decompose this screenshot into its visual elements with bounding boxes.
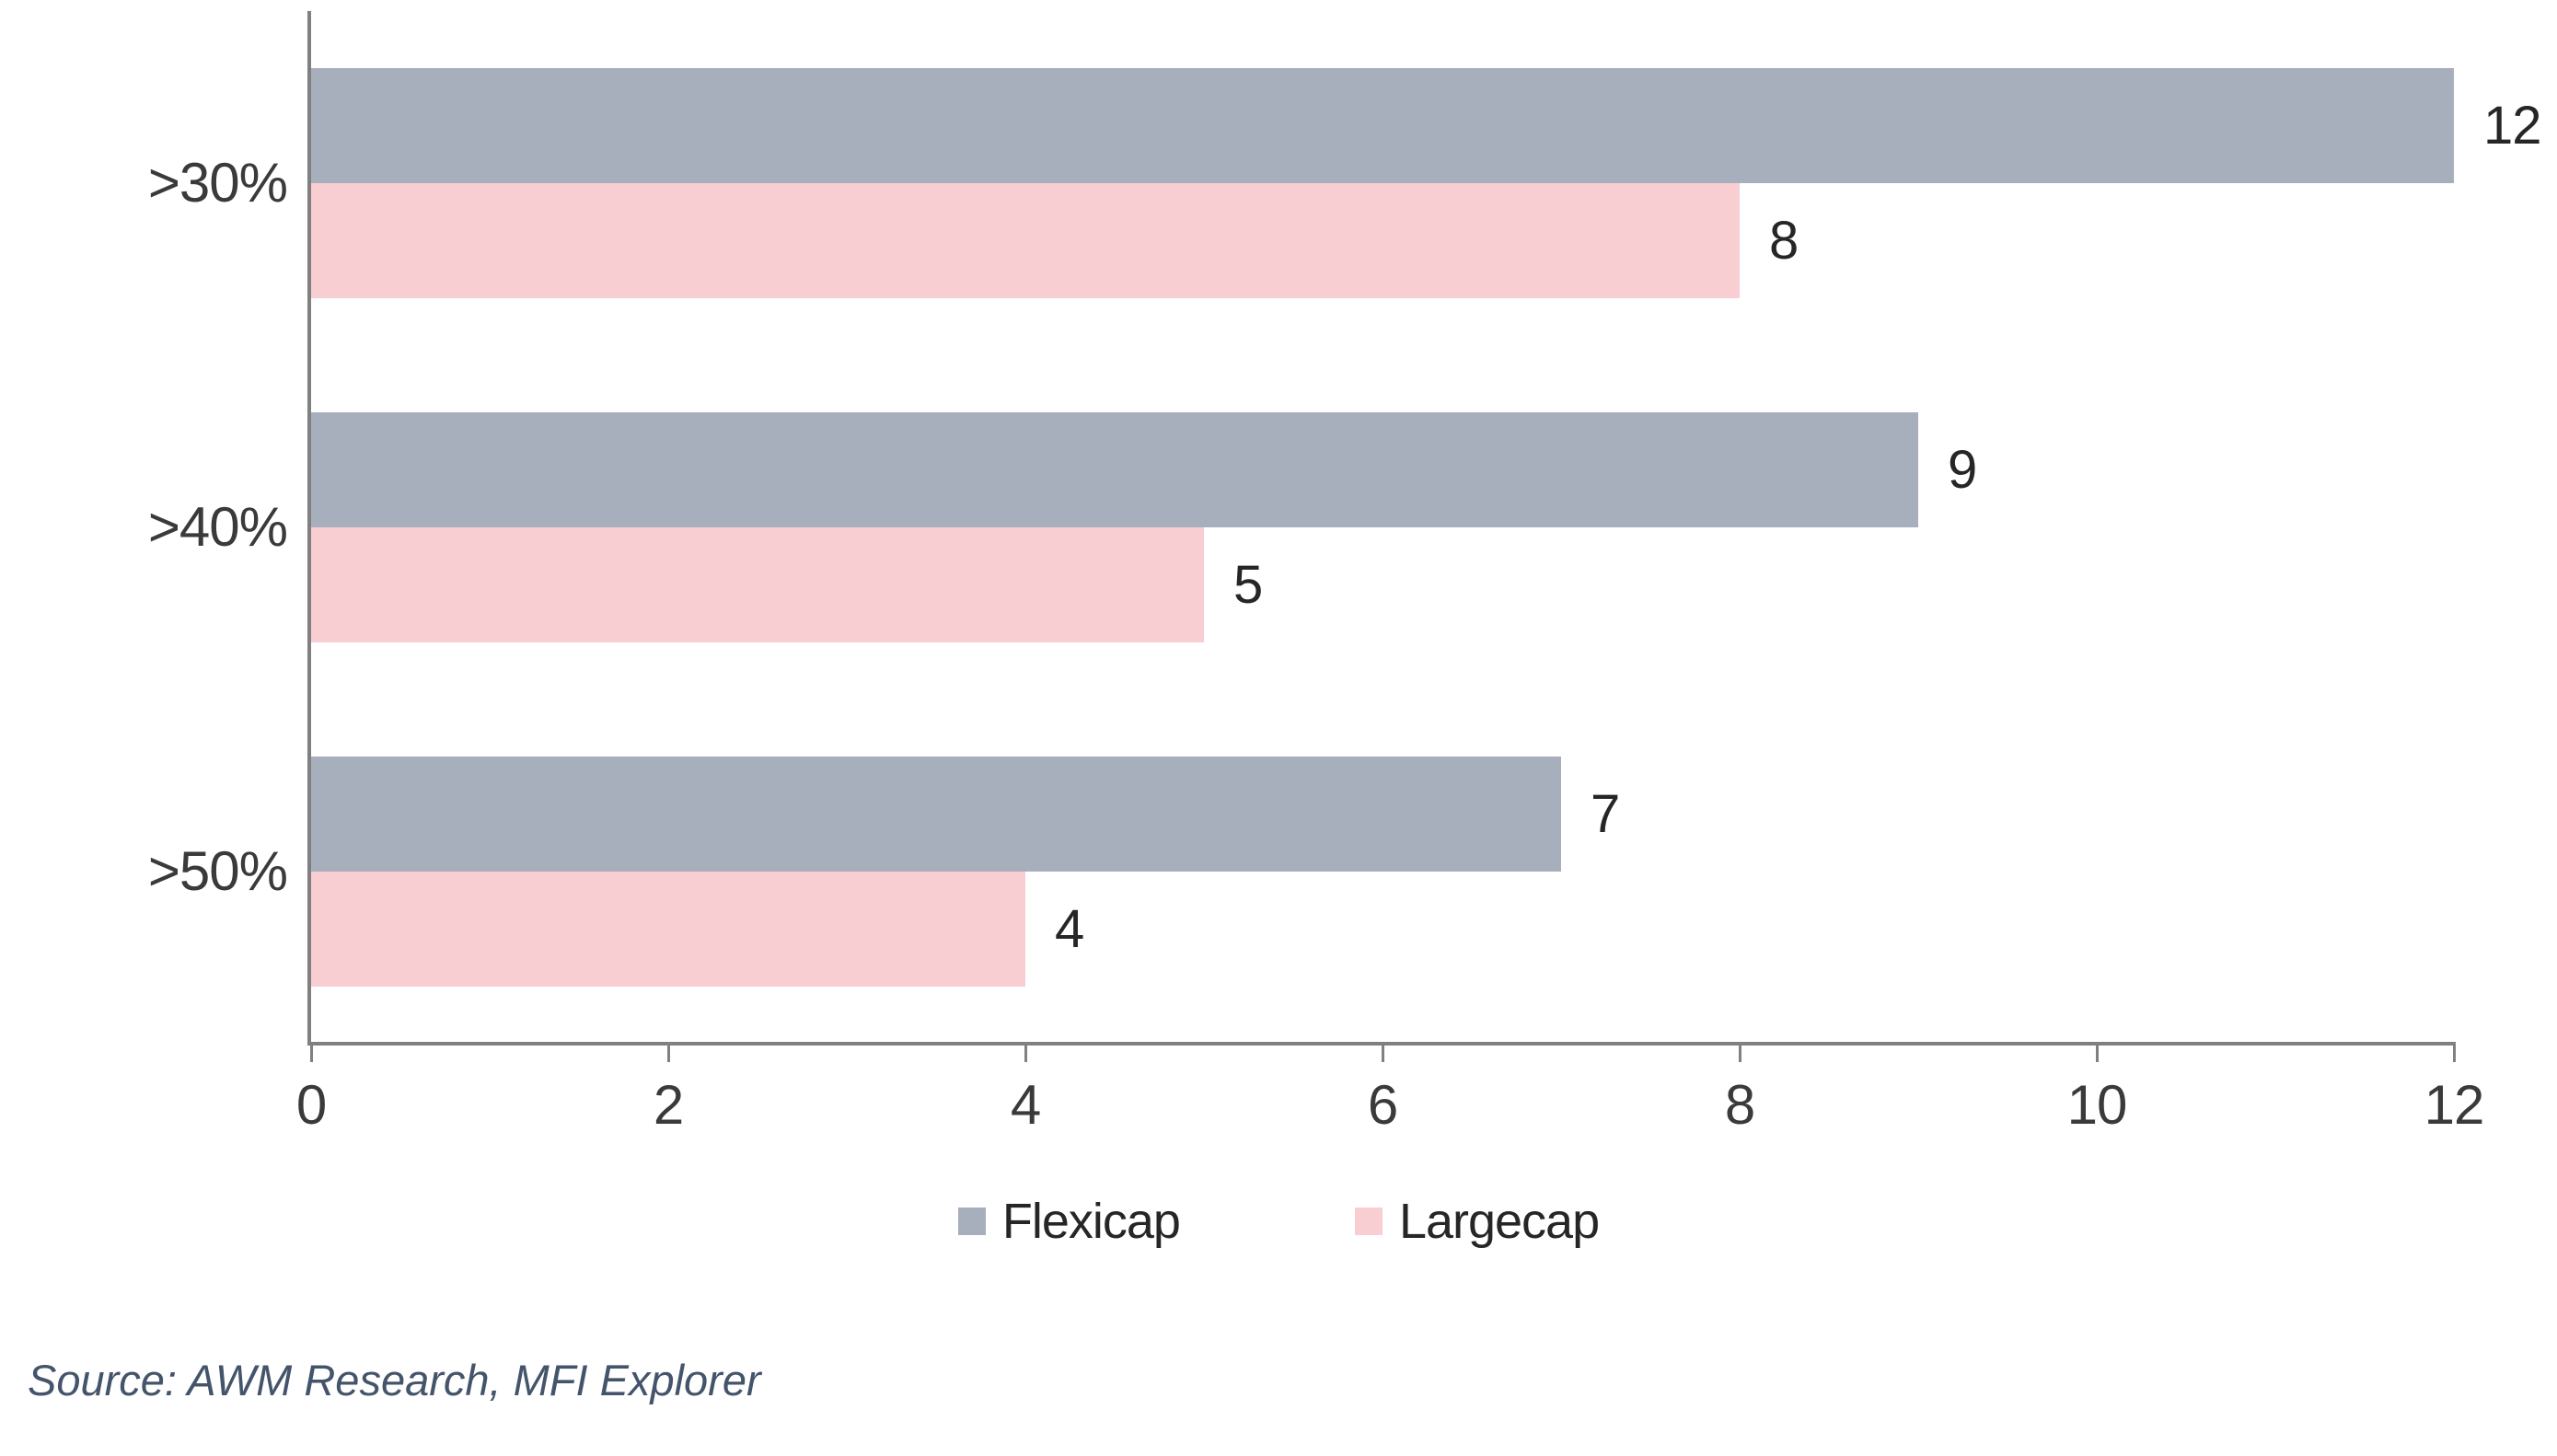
x-axis-tick (2453, 1046, 2456, 1062)
legend-swatch-largecap (1354, 1208, 1383, 1235)
bar-value-label: 8 (1769, 211, 1799, 271)
legend-swatch-flexicap (957, 1208, 986, 1235)
bar-value-label: 4 (1055, 899, 1084, 959)
bar-largecap->40% (311, 527, 1204, 642)
legend-item-flexicap: Flexicap (957, 1193, 1181, 1250)
legend-label-largecap: Largecap (1398, 1194, 1600, 1249)
x-axis-tick-label: 6 (1367, 1074, 1398, 1136)
bar-flexicap->40% (311, 412, 1918, 527)
x-axis-tick-label: 0 (295, 1074, 327, 1136)
x-axis-tick (667, 1046, 670, 1062)
x-axis-tick-label: 10 (2066, 1074, 2128, 1136)
bar-flexicap->30% (311, 68, 2454, 183)
legend-item-largecap: Largecap (1354, 1193, 1600, 1250)
x-axis-tick-label: 4 (1010, 1074, 1041, 1136)
bar-value-label: 5 (1233, 555, 1263, 615)
bar-largecap->50% (311, 872, 1025, 987)
x-axis-tick-label: 2 (653, 1074, 684, 1136)
x-axis-tick (2096, 1046, 2099, 1062)
x-axis-line (307, 1042, 2456, 1046)
category-label: >40% (147, 496, 288, 558)
bar-flexicap->50% (311, 757, 1561, 872)
bar-value-label: 12 (2483, 96, 2542, 156)
source-note: Source: AWM Research, MFI Explorer (28, 1356, 761, 1404)
x-axis-tick-label: 12 (2424, 1074, 2485, 1136)
x-axis-tick (1739, 1046, 1741, 1062)
bar-value-label: 7 (1591, 784, 1620, 844)
x-axis-tick (1382, 1046, 1384, 1062)
bar-largecap->30% (311, 183, 1740, 298)
x-axis-tick (1024, 1046, 1027, 1062)
bar-value-label: 9 (1948, 440, 1977, 500)
legend: Flexicap Largecap (0, 1193, 2557, 1250)
legend-label-flexicap: Flexicap (1001, 1194, 1181, 1249)
x-axis-tick (310, 1046, 313, 1062)
plot-area: 12 8 9 5 7 4 (311, 11, 2542, 1044)
x-axis-tick-label: 8 (1724, 1074, 1755, 1136)
y-axis-line (307, 11, 311, 1046)
category-label: >50% (147, 840, 288, 902)
category-label: >30% (147, 152, 288, 214)
